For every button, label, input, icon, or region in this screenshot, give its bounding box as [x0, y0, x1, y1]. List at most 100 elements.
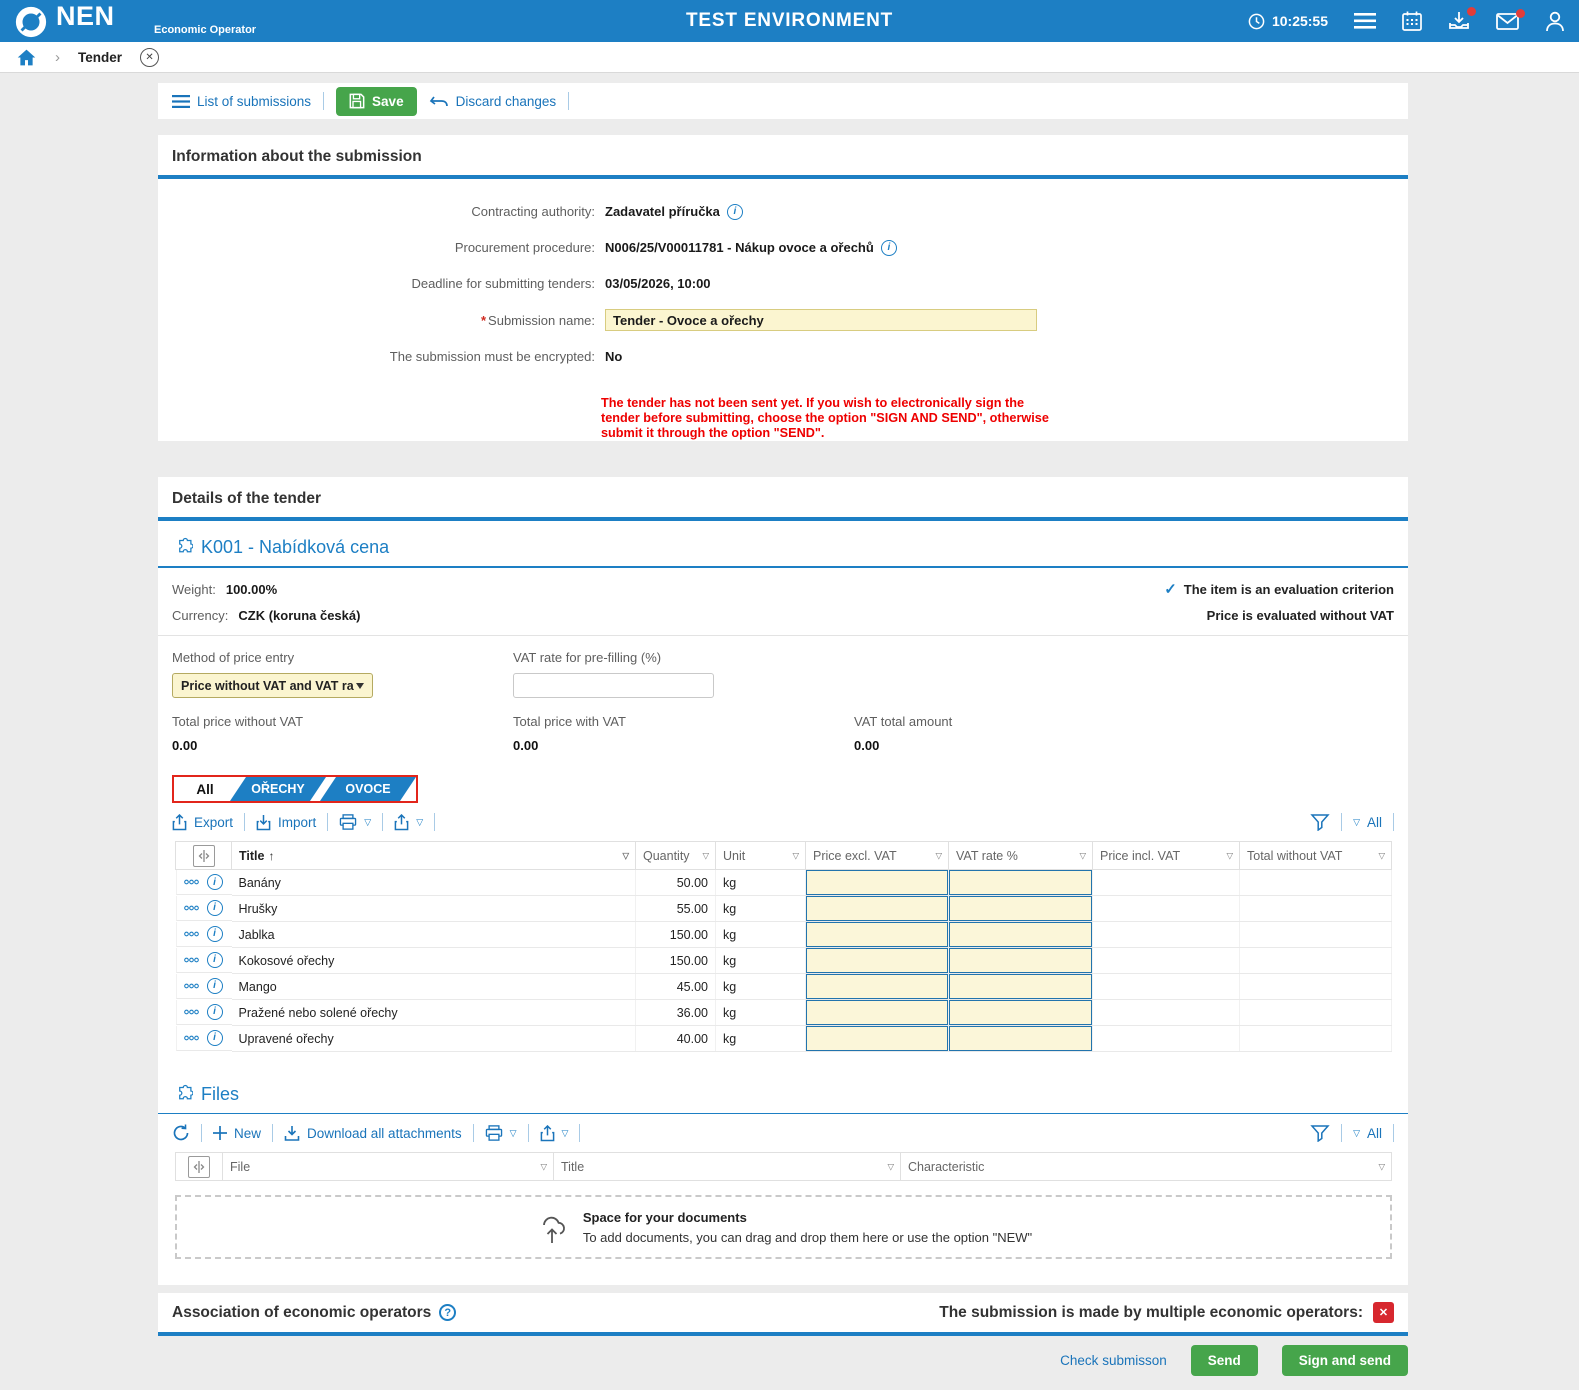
row-info-icon[interactable]: i [206, 1029, 223, 1046]
import-button[interactable]: Import [256, 814, 316, 831]
column-header-quantity[interactable]: Quantity ▽ [635, 841, 716, 870]
sign-and-send-label: Sign and send [1298, 1353, 1391, 1368]
check-submission-button[interactable]: Check submisson [1060, 1353, 1167, 1368]
dropdown-triangle-icon: ▽ [364, 816, 372, 827]
price-excl-vat-input[interactable] [806, 922, 948, 947]
filter-all-button[interactable]: ▽ All [1353, 815, 1382, 830]
download-all-attachments-button[interactable]: Download all attachments [284, 1125, 462, 1141]
save-label: Save [372, 93, 404, 109]
calendar-icon[interactable] [1402, 11, 1422, 31]
row-info-icon[interactable]: i [206, 977, 223, 994]
filter-triangle-icon[interactable]: ▽ [1378, 1161, 1385, 1171]
nen-logo[interactable]: NEN [14, 3, 115, 39]
row-info-icon[interactable]: i [206, 925, 223, 942]
column-header-price-excl-vat[interactable]: Price excl. VAT ▽ [805, 841, 949, 870]
send-button[interactable]: Send [1190, 1345, 1258, 1376]
messages-button[interactable] [1496, 8, 1525, 30]
column-header-price-incl-vat[interactable]: Price incl. VAT ▽ [1092, 841, 1240, 870]
home-icon[interactable] [16, 48, 37, 67]
menu-icon[interactable] [1354, 13, 1376, 29]
refresh-icon[interactable] [172, 1124, 190, 1142]
multiple-operators-toggle-off[interactable]: ✕ [1373, 1302, 1394, 1323]
info-icon[interactable]: i [880, 239, 897, 256]
column-settings-icon[interactable] [188, 1155, 210, 1178]
column-header-total-without-vat[interactable]: Total without VAT ▽ [1239, 841, 1392, 870]
vat-rate-input[interactable] [949, 974, 1092, 999]
filter-triangle-icon[interactable]: ▽ [935, 850, 942, 860]
export-button[interactable]: Export [172, 813, 233, 831]
column-header-title[interactable]: Title ↑ ▽ [231, 841, 636, 870]
tab-orechy[interactable]: OŘECHY [230, 777, 326, 801]
help-icon[interactable]: ? [439, 1304, 457, 1321]
share-button[interactable]: ▽ [394, 813, 423, 831]
filter-triangle-icon[interactable]: ▽ [1378, 850, 1385, 860]
item-unit: kg [715, 869, 806, 896]
info-icon[interactable]: i [726, 203, 743, 220]
item-title: Jablka [231, 921, 636, 948]
tab-ovoce[interactable]: OVOCE [320, 777, 416, 801]
row-info-icon[interactable]: i [206, 874, 223, 890]
column-header-characteristic[interactable]: Characteristic ▽ [900, 1152, 1392, 1181]
column-header-file-title[interactable]: Title ▽ [553, 1152, 901, 1181]
documents-dropzone[interactable]: Space for your documents To add document… [175, 1195, 1392, 1259]
share-button[interactable]: ▽ [540, 1124, 568, 1142]
discard-changes-button[interactable]: Discard changes [429, 94, 556, 109]
filter-triangle-icon[interactable]: ▽ [792, 850, 799, 860]
vat-rate-input[interactable] [949, 922, 1092, 947]
filter-triangle-icon[interactable]: ▽ [1079, 850, 1086, 860]
row-menu-icon[interactable] [183, 1009, 199, 1015]
filter-triangle-icon[interactable]: ▽ [622, 850, 629, 860]
vat-rate-input[interactable] [949, 896, 1092, 921]
table-row: i Kokosové ořechy 150.00 kg [175, 947, 1392, 974]
column-header-file[interactable]: File ▽ [222, 1152, 554, 1181]
currency-label: Currency: [172, 608, 229, 623]
print-button[interactable]: ▽ [485, 1125, 517, 1141]
item-quantity: 40.00 [635, 1025, 716, 1052]
vat-rate-input[interactable] [949, 870, 1092, 895]
vat-rate-input[interactable] [949, 1026, 1092, 1051]
inbox-button[interactable] [1448, 7, 1476, 31]
list-of-submissions-button[interactable]: List of submissions [172, 94, 311, 109]
price-excl-vat-input[interactable] [806, 974, 948, 999]
vat-rate-input[interactable] [949, 1000, 1092, 1025]
price-excl-vat-input[interactable] [806, 1000, 948, 1025]
row-info-icon[interactable]: i [206, 1003, 223, 1020]
column-header-vat-rate[interactable]: VAT rate % ▽ [948, 841, 1093, 870]
close-tab-icon[interactable]: ✕ [140, 47, 160, 67]
row-menu-icon[interactable] [183, 983, 199, 989]
filter-icon[interactable] [1310, 1124, 1330, 1142]
tab-all[interactable]: All [174, 777, 236, 801]
column-settings-icon[interactable] [192, 844, 215, 867]
row-menu-icon[interactable] [183, 957, 199, 963]
price-excl-vat-input[interactable] [806, 896, 948, 921]
toolbar-separator [201, 1124, 202, 1142]
filter-icon[interactable] [1310, 813, 1330, 831]
filter-triangle-icon[interactable]: ▽ [1226, 850, 1233, 860]
row-info-icon[interactable]: i [206, 899, 223, 916]
method-of-price-entry-select[interactable]: Price without VAT and VAT ra [172, 673, 373, 698]
price-excl-vat-input[interactable] [806, 1026, 948, 1051]
breadcrumb-tab-tender[interactable]: Tender [78, 49, 123, 65]
breadcrumb-chevron: › [55, 48, 60, 66]
vat-rate-input[interactable] [949, 948, 1092, 973]
filter-triangle-icon[interactable]: ▽ [702, 850, 709, 860]
vat-prefill-input[interactable] [513, 673, 714, 698]
sign-and-send-button[interactable]: Sign and send [1281, 1345, 1408, 1376]
price-excl-vat-input[interactable] [806, 870, 948, 895]
price-excl-vat-input[interactable] [806, 948, 948, 973]
new-file-button[interactable]: New [213, 1126, 261, 1141]
submission-name-input[interactable] [605, 309, 1037, 331]
row-menu-icon[interactable] [183, 931, 199, 937]
filter-all-button[interactable]: ▽ All [1353, 1126, 1382, 1141]
column-header-unit[interactable]: Unit ▽ [715, 841, 806, 870]
save-button[interactable]: Save [336, 86, 417, 116]
filter-triangle-icon[interactable]: ▽ [540, 1161, 547, 1171]
row-menu-icon[interactable] [183, 905, 199, 911]
row-menu-icon[interactable] [183, 879, 199, 885]
filter-triangle-icon[interactable]: ▽ [887, 1161, 894, 1171]
user-profile-icon[interactable] [1545, 11, 1565, 32]
import-icon [256, 814, 271, 830]
row-menu-icon[interactable] [183, 1035, 199, 1041]
row-info-icon[interactable]: i [206, 951, 223, 968]
print-button[interactable]: ▽ [339, 814, 371, 830]
